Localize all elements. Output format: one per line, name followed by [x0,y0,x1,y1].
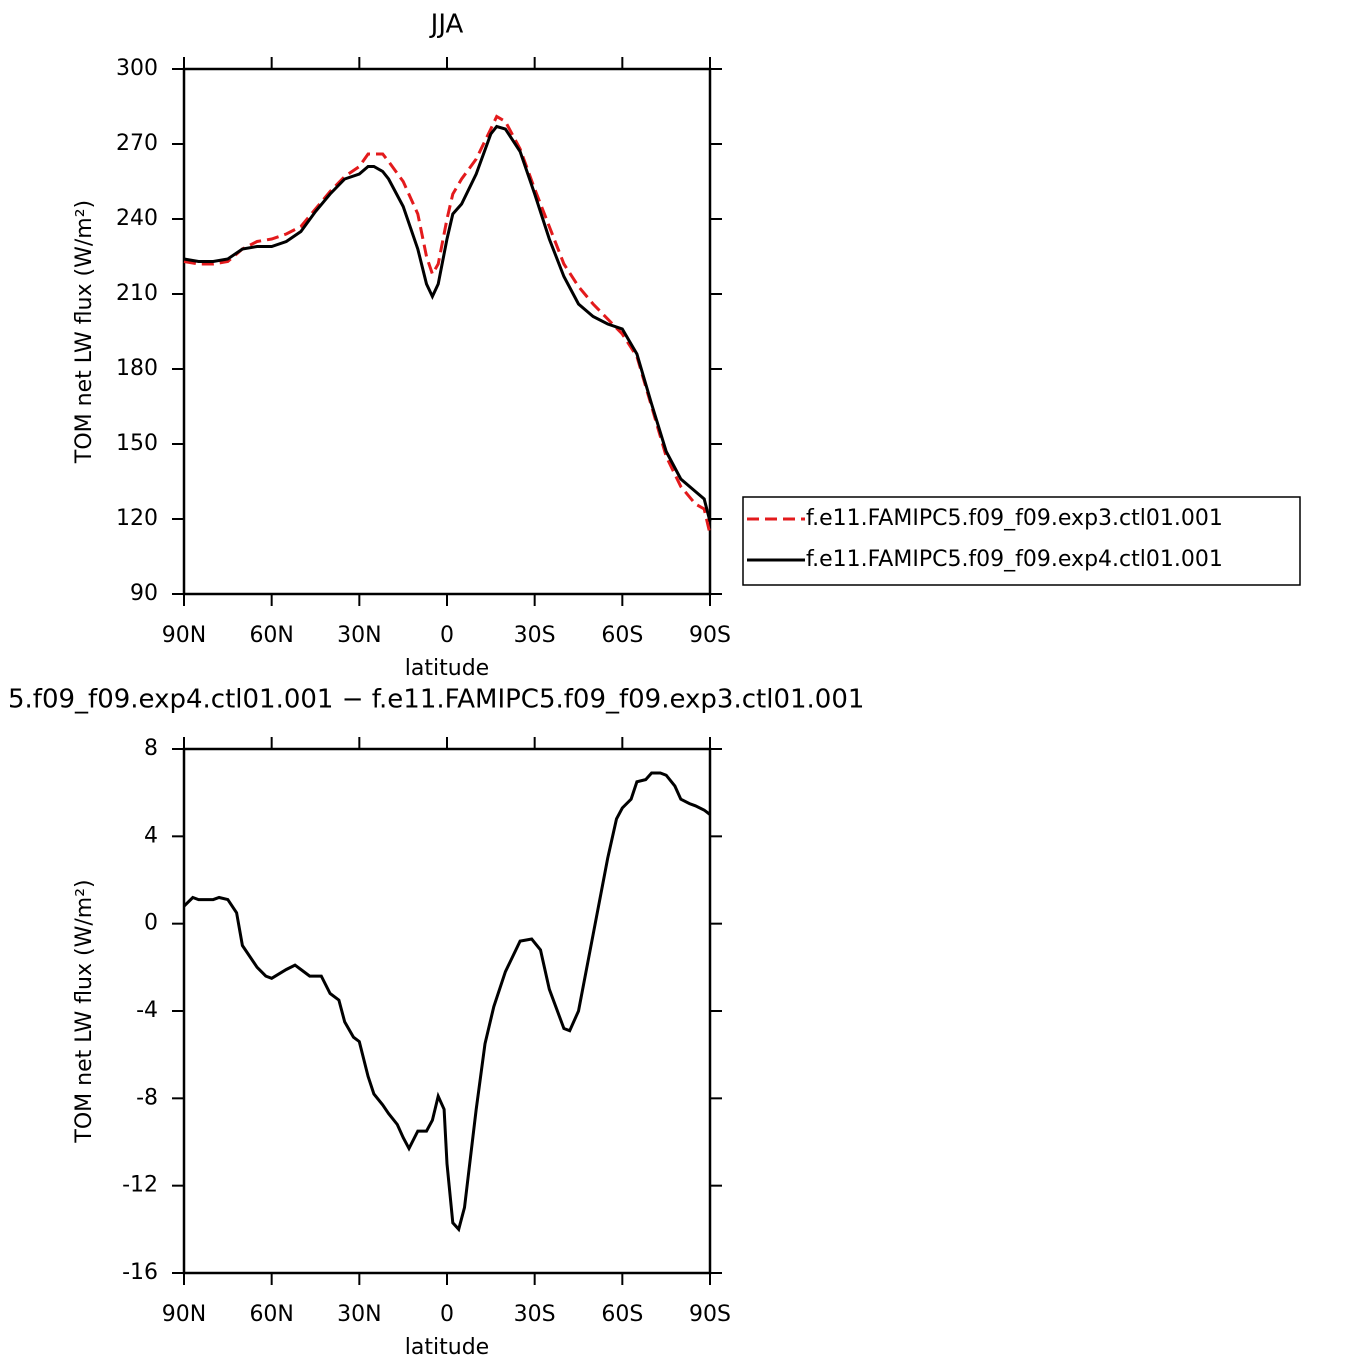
x-tick-label: 60S [601,623,643,648]
y-tick-label: 300 [116,56,158,81]
x-tick-label: 90N [162,1302,206,1327]
data-line [183,124,712,522]
y-tick-label: 120 [116,506,158,531]
y-tick-label: 210 [116,281,158,306]
plot-frame [182,67,712,596]
legend-label: f.e11.FAMIPC5.f09_f09.exp4.ctl01.001 [806,547,1223,572]
x-tick-label: 0 [440,623,454,648]
data-line [183,114,712,535]
x-axis-label: latitude [405,1335,489,1360]
x-tick-label: 60N [249,623,293,648]
x-tick-label: 30S [514,623,556,648]
y-tick-label: 150 [116,431,158,456]
x-tick-label: 30N [337,623,381,648]
y-tick-label: 240 [116,206,158,231]
x-tick-label: 30S [514,1302,556,1327]
y-tick-label: -8 [136,1085,158,1110]
y-tick-label: 8 [144,736,158,761]
legend-box [742,496,1301,586]
x-tick-label: 30N [337,1302,381,1327]
y-axis-label: TOM net LW flux (W/m²) [72,879,97,1143]
x-axis-label: latitude [405,656,489,681]
y-tick-label: -12 [122,1173,158,1198]
chart-title: 5.f09_f09.exp4.ctl01.001 − f.e11.FAMIPC5… [8,685,864,715]
y-axis-label: TOM net LW flux (W/m²) [72,200,97,464]
y-tick-label: 180 [116,356,158,381]
data-line [182,771,711,1233]
chart-title: JJA [429,10,464,40]
x-tick-label: 60N [249,1302,293,1327]
y-tick-label: -4 [136,998,158,1023]
x-tick-label: 60S [601,1302,643,1327]
x-tick-label: 90N [162,623,206,648]
plot-frame [182,747,712,1275]
x-tick-label: 0 [440,1302,454,1327]
y-tick-label: 90 [130,581,158,606]
legend-label: f.e11.FAMIPC5.f09_f09.exp3.ctl01.001 [806,506,1223,531]
x-tick-label: 90S [689,623,731,648]
y-tick-label: -16 [122,1260,158,1285]
y-tick-label: 4 [144,823,158,848]
y-tick-label: 0 [144,911,158,936]
x-tick-label: 90S [689,1302,731,1327]
y-tick-label: 270 [116,131,158,156]
